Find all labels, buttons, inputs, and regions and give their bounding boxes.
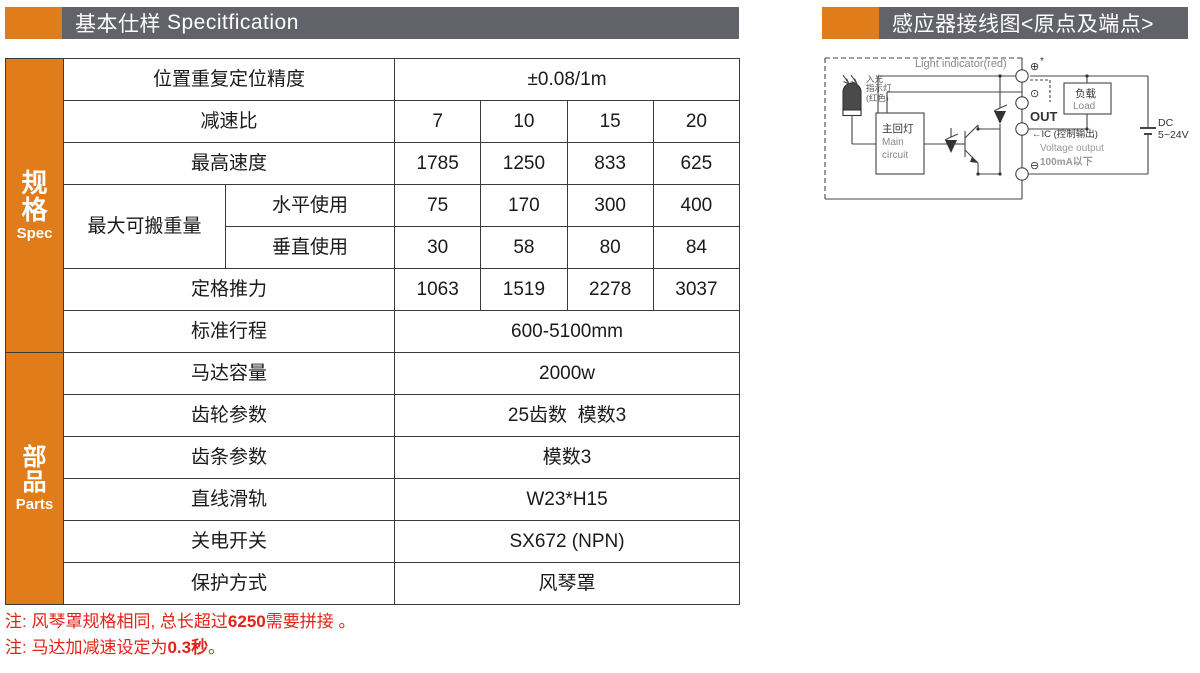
svg-text:(红色): (红色)	[866, 93, 889, 103]
svg-text:负载: 负载	[1075, 87, 1097, 100]
svg-text:DC: DC	[1158, 117, 1174, 129]
svg-text:Voltage output: Voltage output	[1040, 143, 1104, 154]
svg-text:100mA以下: 100mA以下	[1040, 156, 1093, 168]
svg-text:⊖: ⊖	[1030, 160, 1039, 172]
svg-text:5~24V: 5~24V	[1158, 129, 1189, 141]
svg-text:Load: Load	[1073, 101, 1095, 112]
svg-text:circuit: circuit	[882, 150, 908, 161]
svg-text:*: *	[1040, 56, 1044, 67]
svg-text:指示灯: 指示灯	[866, 83, 892, 93]
svg-text:Light indicator(red): Light indicator(red)	[915, 58, 1007, 70]
svg-text:←IC (控制输出): ←IC (控制输出)	[1032, 128, 1098, 140]
svg-text:⊙: ⊙	[1030, 88, 1039, 100]
svg-text:Main: Main	[882, 137, 904, 148]
svg-text:主回灯: 主回灯	[882, 123, 914, 135]
svg-text:⊕: ⊕	[1030, 61, 1039, 73]
svg-text:OUT: OUT	[1030, 109, 1058, 124]
